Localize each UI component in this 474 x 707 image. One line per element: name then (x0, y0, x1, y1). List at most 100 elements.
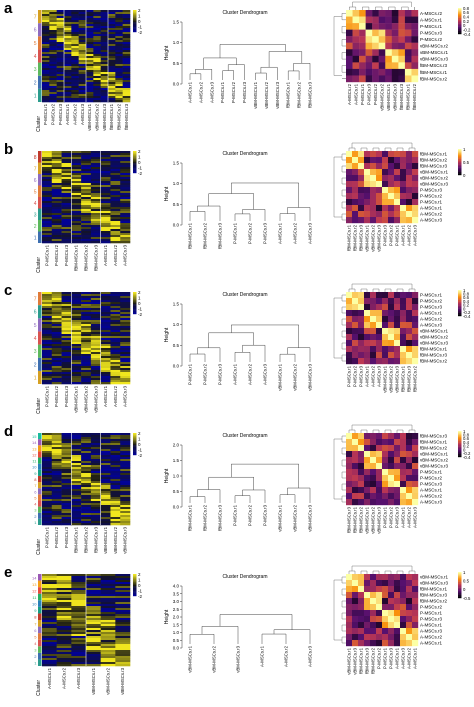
correlation-cell (358, 487, 365, 494)
heatmap-cell (100, 356, 111, 359)
cluster-strip-segment (38, 469, 42, 476)
heatmap-cell (100, 20, 109, 23)
heatmap-cell (49, 62, 57, 65)
heatmap-cell (120, 209, 131, 212)
correlation-cell (394, 622, 401, 629)
heatmap-cell (56, 44, 65, 47)
correlation-cell (346, 68, 353, 76)
heatmap-column-label: A-MSCs.r2 (73, 103, 78, 125)
correlation-scale-step (458, 17, 462, 19)
heatmap-cell (122, 12, 131, 15)
heatmap-cell (51, 344, 62, 347)
heatmap-cell (100, 493, 111, 496)
heatmap-cell (81, 340, 92, 343)
scale-tick-label: -2 (138, 453, 142, 458)
heatmap-cell (90, 481, 101, 484)
dendrogram-leaf-label: P-MSCs.r1 (233, 504, 238, 526)
heatmap-cell (49, 34, 57, 37)
heatmap-cell (120, 239, 131, 242)
heatmap-cell (42, 10, 50, 13)
correlation-cell (404, 29, 412, 37)
heatmap-cell (61, 493, 72, 496)
heatmap-cell (110, 513, 121, 516)
heatmap-cell (61, 326, 72, 329)
correlation-scale-tick: 1 (463, 429, 466, 434)
correlation-scale-tick: 0.2 (463, 303, 470, 308)
correlation-cell (358, 640, 365, 647)
heatmap-cell (42, 636, 57, 639)
heatmap-cell (61, 316, 72, 319)
heatmap-column-label: P-MSCs.r3 (58, 103, 63, 125)
correlation-cell (406, 598, 413, 605)
correlation-cell (358, 358, 365, 365)
correlation-cell (394, 181, 401, 188)
heatmap-cell (120, 477, 131, 480)
correlation-cell (406, 616, 413, 623)
heatmap-cell (90, 441, 101, 444)
correlation-scale-step (458, 154, 462, 156)
heatmap-cell (110, 217, 121, 220)
correlation-cells (346, 574, 419, 647)
correlation-cell (412, 634, 419, 641)
heatmap-cell (120, 328, 131, 331)
heatmap-cell (42, 32, 50, 35)
correlation-cell (358, 310, 365, 317)
heatmap-cell (86, 618, 101, 621)
heatmap-cell (100, 207, 111, 210)
correlation-cell (382, 157, 389, 164)
correlation-column-label: vBM-MSCs.r3 (395, 365, 400, 392)
heatmap-cell (100, 656, 116, 659)
heatmap-cell (90, 455, 101, 458)
correlation-scale-tick: -0.5 (463, 596, 471, 601)
correlation-cell (406, 433, 413, 440)
heatmap-cell (71, 96, 79, 99)
heatmap-column-label: P-MSCs.r1 (44, 526, 49, 548)
dendrogram-branch (189, 634, 215, 644)
heatmap-column-label: vBM-MSCs.r2 (84, 385, 89, 412)
correlation-cell (370, 310, 377, 317)
heatmap-cell (115, 586, 131, 589)
heatmap-cell (93, 44, 101, 47)
heatmap-cell (100, 497, 111, 500)
correlation-cell (400, 217, 407, 224)
heatmap-cell (42, 590, 57, 593)
heatmap-cell (81, 306, 92, 309)
heatmap-cell (90, 340, 101, 343)
correlation-cell (391, 23, 399, 30)
heatmap-cell (93, 58, 101, 61)
heatmap-cell (61, 352, 72, 355)
heatmap-cell (51, 217, 62, 220)
heatmap-cell (71, 340, 82, 343)
dendrogram-leaf-label: A-MSCs.r3 (308, 645, 313, 667)
correlation-row-label: fBM-MSCs.r3 (420, 164, 447, 169)
cluster-label: 4 (34, 502, 37, 507)
correlation-scale-step (458, 292, 462, 295)
heatmap-cell (71, 229, 82, 232)
heatmap-cell (71, 652, 87, 655)
heatmap-cell (56, 58, 65, 61)
correlation-cell (406, 199, 413, 206)
heatmap-cell (122, 84, 131, 87)
correlation-scale-step (458, 171, 462, 173)
heatmap-cell (81, 336, 92, 339)
heatmap-cell (100, 608, 116, 611)
correlation-scale-tick: 0 (463, 587, 466, 592)
heatmap-cell (100, 205, 111, 208)
heatmap-cell (100, 28, 109, 31)
heatmap-cell (71, 658, 87, 661)
correlation-cell (388, 610, 395, 617)
heatmap-cell (110, 499, 121, 502)
correlation-scale-step (458, 446, 462, 449)
dendrogram-branch (351, 424, 413, 430)
heatmap-cell (115, 612, 131, 615)
correlation-cell (382, 445, 389, 452)
heatmap-cell (51, 211, 62, 214)
heatmap-cell (81, 433, 92, 436)
heatmap-cell (61, 364, 72, 367)
heatmap-cell (42, 497, 53, 500)
heatmap-cell (110, 193, 121, 196)
heatmap-cell (115, 664, 131, 667)
heatmap-cell (120, 519, 131, 522)
heatmap-cell (86, 20, 94, 23)
heatmap-cell (108, 52, 116, 55)
